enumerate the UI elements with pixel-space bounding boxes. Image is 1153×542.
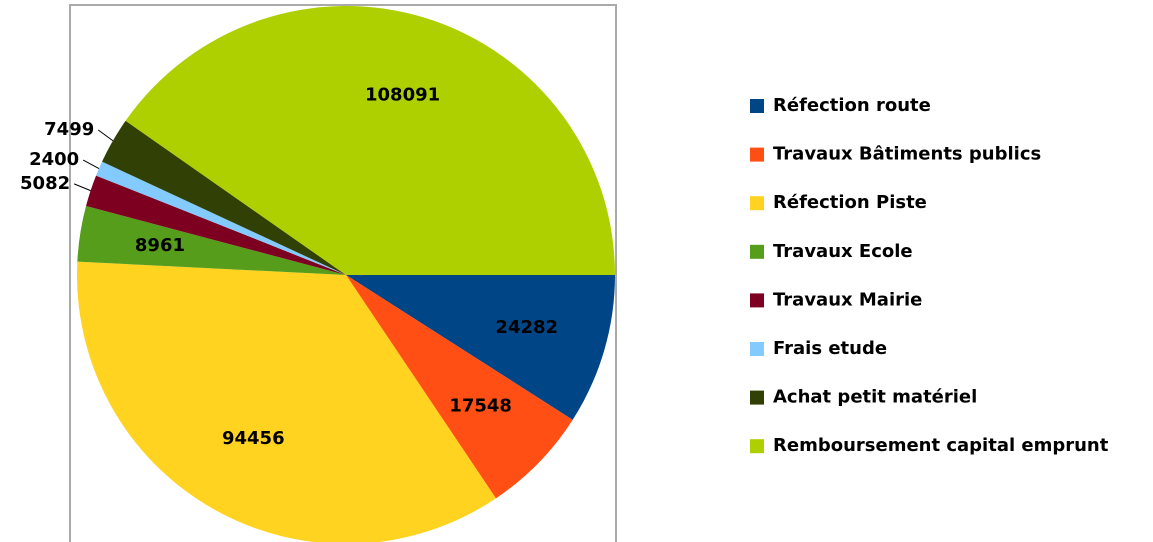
leader-line xyxy=(73,183,91,192)
plot-frame xyxy=(69,4,617,542)
data-label: 94456 xyxy=(222,428,285,449)
legend-label: Réfection Piste xyxy=(773,192,927,213)
pie-slice xyxy=(125,5,616,276)
legend-swatch xyxy=(750,244,764,259)
legend-swatch xyxy=(750,147,764,162)
legend-swatch xyxy=(750,342,764,356)
data-label: 8961 xyxy=(135,235,185,256)
pie-slice xyxy=(76,261,496,542)
legend-swatch xyxy=(750,293,764,308)
legend-label: Travaux Mairie xyxy=(773,289,922,310)
pie-slice xyxy=(102,120,347,275)
legend-swatch xyxy=(750,99,764,113)
data-label: 17548 xyxy=(449,396,512,417)
leader-line xyxy=(82,159,100,170)
legend-swatch xyxy=(750,390,764,405)
legend-label: Remboursement capital emprunt xyxy=(773,435,1109,456)
data-label: 5082 xyxy=(20,173,70,194)
data-label: 2400 xyxy=(29,149,79,170)
pie xyxy=(76,5,616,542)
legend-label: Travaux Ecole xyxy=(773,241,913,262)
pie-slice xyxy=(346,275,573,499)
data-label: 7499 xyxy=(44,119,94,140)
pie-slice xyxy=(77,205,347,275)
data-label: 24282 xyxy=(495,317,558,338)
legend-label: Frais etude xyxy=(773,338,887,359)
legend-swatch xyxy=(750,439,764,454)
legend-label: Réfection route xyxy=(773,95,931,116)
legend-swatch xyxy=(750,196,764,211)
legend-label: Achat petit matériel xyxy=(773,387,977,408)
data-label: 108091 xyxy=(365,84,440,105)
pie-slice xyxy=(86,175,347,275)
pie-slice xyxy=(96,161,346,275)
leader-line xyxy=(97,129,114,142)
pie-slice xyxy=(346,275,615,420)
legend-label: Travaux Bâtiments publics xyxy=(773,144,1041,165)
